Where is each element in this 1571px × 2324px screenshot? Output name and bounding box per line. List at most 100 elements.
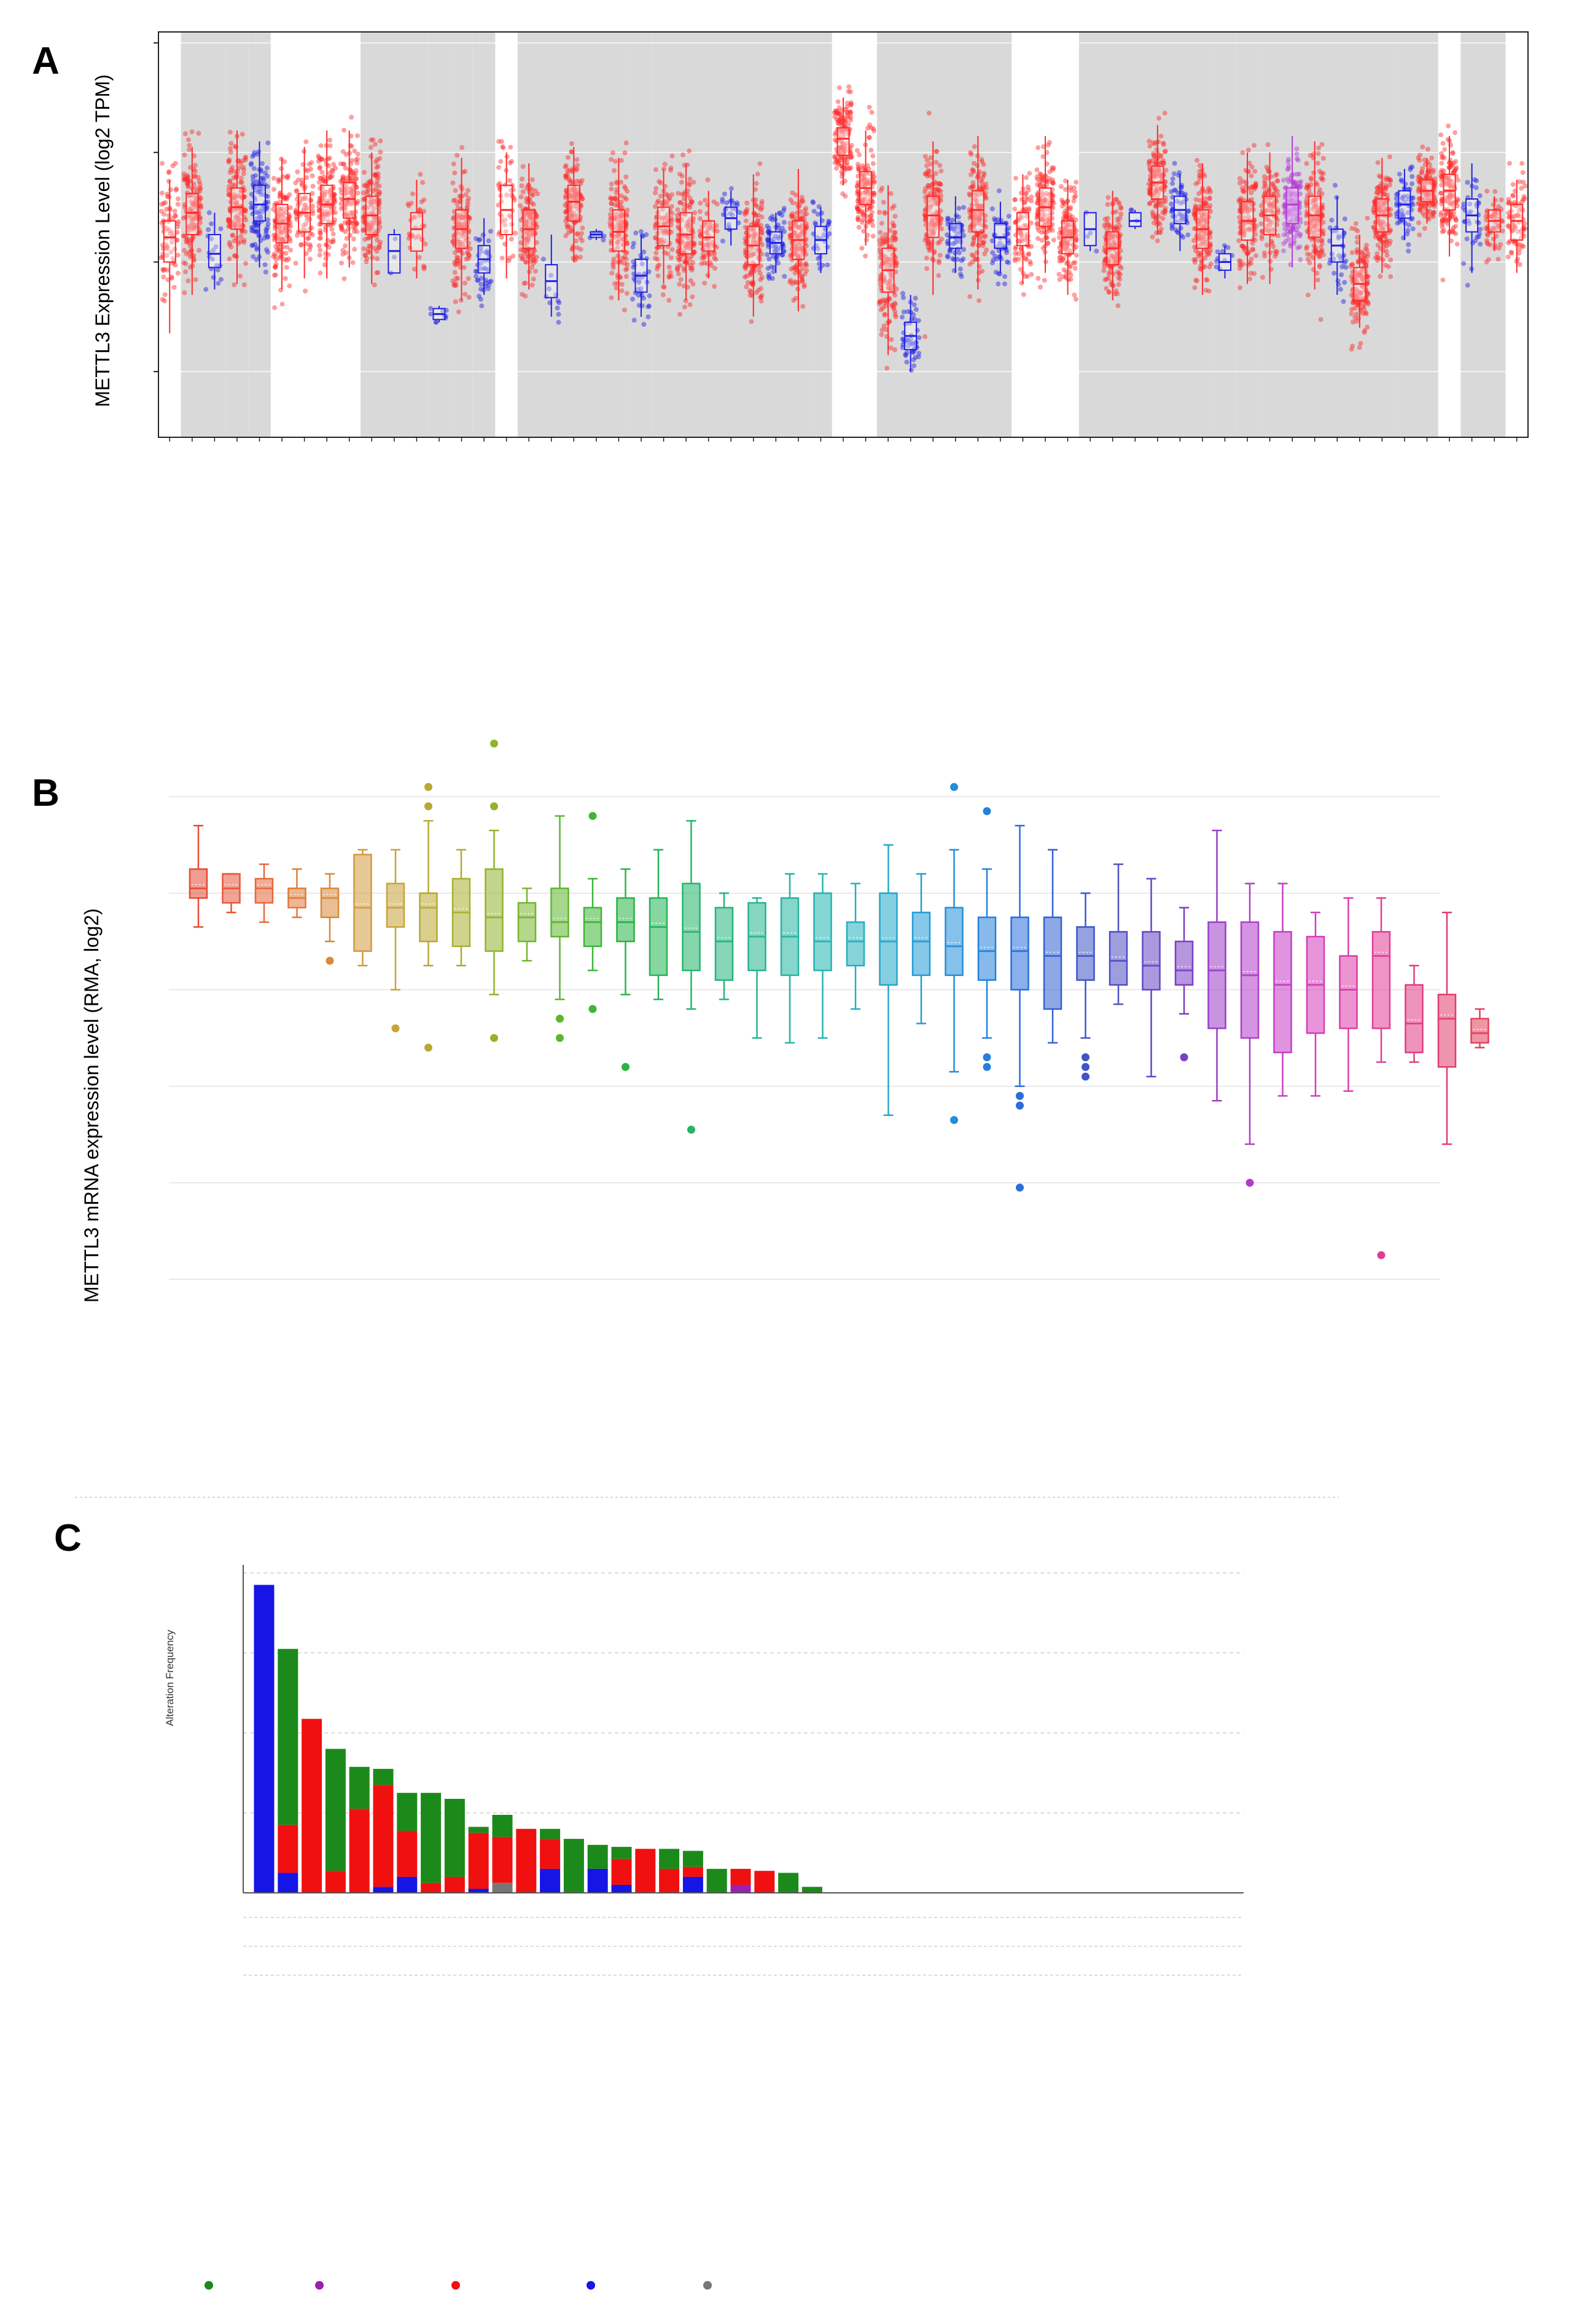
panel-a-data-point bbox=[251, 254, 256, 259]
panel-a-data-point bbox=[1161, 142, 1166, 147]
panel-a-data-point bbox=[452, 270, 458, 275]
panel-a-data-point bbox=[624, 250, 630, 255]
panel-a-data-point bbox=[278, 156, 284, 162]
panel-a-data-point bbox=[1251, 142, 1257, 148]
panel-a-data-point bbox=[488, 228, 493, 234]
panel-a-data-point bbox=[524, 230, 530, 235]
panel-a-data-point bbox=[863, 253, 868, 259]
panel-a-data-point bbox=[454, 152, 460, 158]
panel-a-data-point bbox=[344, 236, 349, 241]
panel-a-shade-band bbox=[1191, 32, 1214, 437]
panel-a-data-point bbox=[1285, 157, 1291, 162]
panel-a-data-point bbox=[254, 222, 260, 228]
panel-a-data-point bbox=[1012, 206, 1018, 212]
panel-a-data-point bbox=[657, 262, 662, 268]
panel-a-data-point bbox=[529, 215, 534, 220]
panel-a-data-point bbox=[1273, 249, 1278, 254]
panel-a-data-point bbox=[871, 126, 876, 131]
panel-a-data-point bbox=[770, 214, 775, 219]
panel-a-data-point bbox=[526, 236, 531, 242]
panel-a-data-point bbox=[615, 253, 621, 259]
panel-a-data-point bbox=[529, 216, 535, 222]
panel-a-data-point bbox=[1060, 200, 1066, 205]
panel-a-data-point bbox=[343, 229, 348, 235]
panel-a-data-point bbox=[531, 201, 536, 207]
panel-a-data-point bbox=[1196, 253, 1201, 259]
panel-a-data-point bbox=[569, 212, 574, 217]
panel-a-data-point bbox=[374, 165, 380, 170]
panel-a-data-point bbox=[294, 233, 300, 238]
panel-a-data-point bbox=[361, 214, 366, 220]
panel-a-data-point bbox=[338, 226, 344, 232]
panel-a-data-point bbox=[279, 236, 285, 242]
panel-a-data-point bbox=[228, 149, 233, 155]
panel-a-data-point bbox=[866, 135, 871, 141]
panel-a-data-point bbox=[240, 131, 245, 137]
panel-a-data-point bbox=[1317, 264, 1322, 270]
panel-a-data-point bbox=[486, 238, 491, 244]
panel-a-data-point bbox=[1101, 268, 1107, 273]
panel-a-data-point bbox=[369, 202, 375, 208]
panel-a-data-point bbox=[622, 307, 627, 313]
panel-a-data-point bbox=[238, 273, 243, 279]
panel-a-data-point bbox=[310, 211, 316, 216]
panel-a-data-point bbox=[187, 193, 193, 198]
panel-a-data-point bbox=[343, 212, 348, 217]
panel-a-data-point bbox=[168, 231, 173, 236]
panel-a-data-point bbox=[466, 276, 471, 281]
panel-a-data-point bbox=[615, 232, 620, 238]
panel-a-data-point bbox=[351, 210, 356, 216]
panel-a-data-point bbox=[1281, 177, 1286, 183]
panel-a-data-point bbox=[318, 270, 323, 276]
panel-a-data-point bbox=[298, 196, 304, 201]
panel-a-data-point bbox=[226, 217, 232, 222]
panel-a-data-point bbox=[271, 237, 277, 243]
panel-a-data-point bbox=[462, 221, 467, 227]
panel-a-data-point bbox=[531, 257, 537, 263]
panel-a-data-point bbox=[531, 260, 536, 266]
panel-a-data-point bbox=[319, 157, 324, 162]
panel-a-data-point bbox=[835, 99, 841, 104]
panel-a-data-point bbox=[353, 168, 359, 173]
panel-a-shade-band bbox=[765, 32, 787, 437]
panel-a-data-point bbox=[277, 229, 283, 235]
panel-a-data-point bbox=[483, 250, 489, 255]
panel-a-data-point bbox=[528, 214, 533, 220]
panel-a-data-point bbox=[191, 226, 197, 232]
panel-a-data-point bbox=[416, 233, 421, 239]
panel-a-data-point bbox=[237, 218, 243, 224]
panel-a-data-point bbox=[332, 197, 337, 202]
panel-a-data-point bbox=[563, 173, 568, 179]
panel-a-data-point bbox=[168, 249, 174, 255]
panel-a-data-point bbox=[1297, 180, 1303, 185]
panel-a-data-point bbox=[351, 225, 356, 230]
panel-a-data-point bbox=[601, 237, 606, 243]
panel-a-data-point bbox=[792, 265, 798, 270]
panel-a-data-point bbox=[368, 220, 374, 225]
panel-a-data-point bbox=[529, 210, 535, 216]
panel-a-data-point bbox=[352, 218, 357, 224]
panel-a-data-point bbox=[175, 252, 181, 258]
panel-a-data-point bbox=[575, 162, 580, 168]
panel-a-data-point bbox=[259, 161, 265, 166]
panel-a-data-point bbox=[1102, 222, 1107, 228]
panel-a-data-point bbox=[310, 232, 315, 238]
panel-a-data-point bbox=[496, 232, 502, 237]
panel-a-data-point bbox=[319, 170, 325, 175]
panel-a-data-point bbox=[1156, 115, 1162, 121]
panel-a-data-point bbox=[198, 205, 204, 210]
panel-a-data-point bbox=[196, 131, 201, 136]
panel-a-data-point bbox=[623, 140, 629, 146]
panel-a-data-point bbox=[1349, 311, 1354, 316]
panel-a-data-point bbox=[1072, 265, 1078, 271]
panel-a-data-point bbox=[310, 203, 316, 209]
panel-a-data-point bbox=[934, 149, 940, 154]
panel-a-data-point bbox=[617, 232, 622, 237]
panel-a-data-point bbox=[209, 221, 214, 227]
panel-a-data-point bbox=[161, 201, 166, 206]
panel-a-data-point bbox=[801, 213, 807, 218]
panel-a-data-point bbox=[817, 266, 823, 271]
panel-a-data-point bbox=[218, 226, 224, 232]
panel-a-data-point bbox=[349, 158, 354, 163]
panel-a-data-point bbox=[770, 254, 776, 259]
